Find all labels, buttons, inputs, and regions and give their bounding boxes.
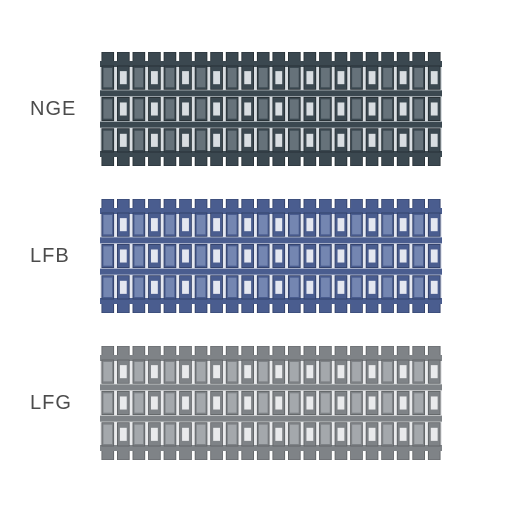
belt-lfb [100,199,442,313]
belt-nge [100,52,442,166]
diagram-wrap: NGE LFB LFG [0,0,512,512]
row-lfb: LFB [30,199,442,313]
row-lfg: LFG [30,346,442,460]
label-nge: NGE [30,98,100,121]
belt-lfg [100,346,442,460]
label-lfb: LFB [30,245,100,268]
label-lfg: LFG [30,392,100,415]
row-nge: NGE [30,52,442,166]
